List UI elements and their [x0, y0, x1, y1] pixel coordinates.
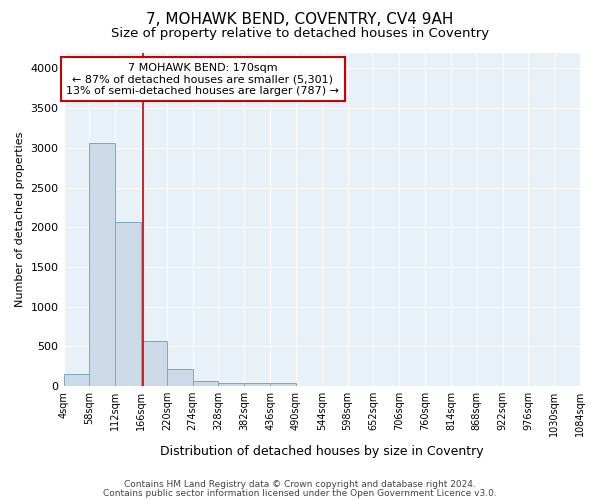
Bar — [115, 222, 141, 386]
Bar — [141, 341, 167, 386]
Bar — [64, 374, 89, 386]
Text: 7 MOHAWK BEND: 170sqm
← 87% of detached houses are smaller (5,301)
13% of semi-d: 7 MOHAWK BEND: 170sqm ← 87% of detached … — [67, 62, 340, 96]
Bar — [89, 143, 115, 386]
Y-axis label: Number of detached properties: Number of detached properties — [15, 132, 25, 307]
Text: Contains public sector information licensed under the Open Government Licence v3: Contains public sector information licen… — [103, 488, 497, 498]
Bar — [193, 381, 218, 386]
Bar — [244, 383, 270, 386]
Bar — [167, 370, 193, 386]
Text: Contains HM Land Registry data © Crown copyright and database right 2024.: Contains HM Land Registry data © Crown c… — [124, 480, 476, 489]
Text: Size of property relative to detached houses in Coventry: Size of property relative to detached ho… — [111, 28, 489, 40]
Bar — [270, 383, 296, 386]
X-axis label: Distribution of detached houses by size in Coventry: Distribution of detached houses by size … — [160, 444, 484, 458]
Text: 7, MOHAWK BEND, COVENTRY, CV4 9AH: 7, MOHAWK BEND, COVENTRY, CV4 9AH — [146, 12, 454, 28]
Bar — [218, 383, 244, 386]
